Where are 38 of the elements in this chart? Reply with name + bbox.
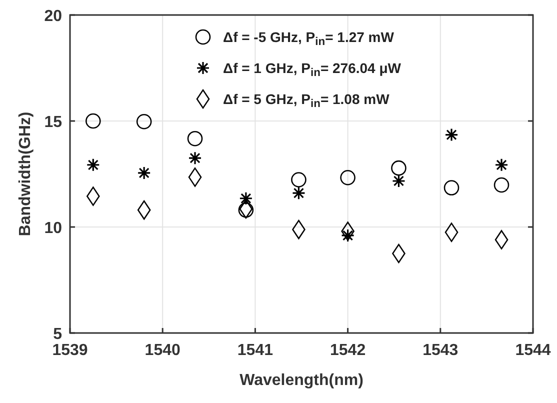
point: [137, 166, 151, 180]
legend-label: Δf = 5 GHz, P$_{in}$= 1.08 mW: [223, 91, 390, 110]
point: [392, 174, 406, 188]
x-tick-label: 1539: [52, 342, 88, 359]
point: [239, 199, 253, 219]
point: [292, 186, 306, 200]
point: [137, 200, 151, 220]
legend-label: Δf = 1 GHz, P$_{in}$= 276.04 μW: [223, 60, 402, 80]
point: [494, 230, 508, 250]
point: [444, 128, 458, 142]
x-axis-title: Wavelength(nm): [240, 372, 364, 389]
point: [444, 222, 458, 242]
point: [238, 202, 254, 218]
point: [239, 192, 253, 206]
point: [340, 170, 356, 186]
y-tick-label: 10: [44, 220, 62, 237]
x-tick-label: 1542: [330, 342, 366, 359]
point: [136, 114, 152, 130]
point: [291, 172, 306, 188]
x-tick-label: 1543: [422, 342, 458, 359]
x-tick-label: 1544: [515, 342, 551, 359]
point: [444, 180, 460, 196]
y-tick-label: 5: [53, 326, 62, 343]
point: [86, 158, 100, 172]
point: [391, 160, 406, 176]
x-tick-label: 1541: [237, 342, 274, 359]
point: [494, 177, 510, 193]
y-axis-title: Bandwidth(GHz): [17, 112, 34, 236]
x-tick-label: 1540: [144, 342, 180, 359]
point: [86, 113, 101, 129]
point: [187, 130, 203, 146]
point: [188, 151, 202, 165]
point: [494, 158, 508, 172]
point: [188, 168, 202, 187]
legend-label: Δf = -5 GHz, P$_{in}$= 1.27 mW: [223, 29, 395, 48]
y-tick-label: 15: [44, 114, 62, 131]
point: [341, 228, 355, 242]
y-tick-label: 20: [44, 8, 62, 25]
